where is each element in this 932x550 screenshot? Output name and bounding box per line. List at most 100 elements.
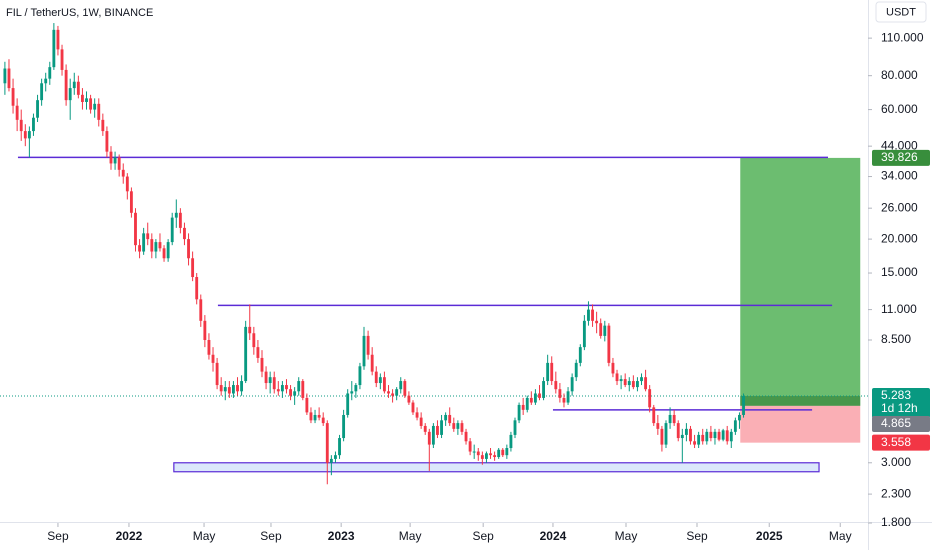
candle-body (382, 377, 386, 392)
y-tick-label: 15.000 (881, 265, 918, 279)
candle-body (97, 103, 101, 120)
candle-body (89, 98, 93, 110)
candle-body (81, 94, 84, 102)
candle-body (529, 397, 533, 403)
y-tick-label: 20.000 (881, 231, 918, 245)
candle-body (738, 414, 741, 421)
candle-body (448, 414, 452, 424)
candle-body (733, 420, 737, 432)
candle-body (636, 381, 639, 388)
currency-box (875, 1, 927, 23)
x-tick-label: 2022 (116, 529, 143, 543)
candle-body (52, 29, 56, 68)
target-label-box (872, 149, 930, 166)
candle-body (68, 88, 72, 101)
chart-title: FIL / TetherUS, 1W, BINANCE (6, 7, 153, 19)
y-tick-label: 3.000 (881, 455, 911, 469)
candle-body (305, 397, 309, 413)
candle-body (19, 119, 23, 132)
candle-body (668, 414, 672, 424)
candle-body (533, 393, 537, 403)
candle-body (578, 347, 582, 363)
x-tick-label: May (829, 529, 852, 543)
candle-body (509, 434, 513, 449)
candle-body (325, 423, 329, 463)
candle-body (427, 431, 431, 445)
candle-body (44, 78, 48, 84)
candle-body (219, 385, 223, 392)
x-tick-label: Sep (260, 529, 282, 543)
candle-body (64, 69, 68, 101)
candle-body (493, 455, 497, 458)
candle-body (317, 414, 321, 418)
x-tick-label: May (615, 529, 638, 543)
candle-body (644, 377, 648, 390)
candle-body (227, 387, 231, 394)
candle-body (187, 239, 190, 259)
candle-body (170, 217, 174, 243)
x-tick-label: May (399, 529, 422, 543)
stop-label-box (872, 434, 930, 451)
loss-zone (740, 405, 861, 443)
candle-body (280, 385, 284, 392)
candle-body (513, 420, 517, 435)
candle-body (244, 326, 248, 382)
candle-body (231, 385, 235, 394)
candle-body (346, 393, 350, 415)
candle-body (36, 100, 39, 118)
candle-body (546, 362, 550, 382)
candle-body (399, 381, 403, 390)
candle-body (623, 379, 627, 386)
candle-body (742, 396, 745, 415)
candle-body (689, 428, 692, 442)
candle-body (378, 377, 382, 384)
target-label: 39.826 (881, 150, 918, 164)
candle-body (76, 81, 80, 95)
candle-body (174, 212, 178, 218)
candle-body (309, 412, 313, 421)
y-tick-label: 1.800 (881, 515, 911, 529)
candle-body (566, 391, 570, 403)
candle-body (285, 385, 288, 390)
support-zone (173, 462, 820, 473)
candle-body (109, 151, 113, 164)
candle-body (134, 212, 137, 246)
x-tick-label: Sep (47, 529, 69, 543)
candle-body (129, 191, 133, 213)
candle-body (611, 362, 615, 374)
candle-body (574, 362, 578, 378)
candle-body (362, 335, 366, 367)
x-tick-label: 2023 (328, 529, 355, 543)
candle-body (542, 381, 545, 398)
x-tick-label: Sep (686, 529, 708, 543)
candle-body (236, 385, 239, 392)
candle-body (485, 453, 488, 459)
candle-body (264, 371, 268, 384)
candle-body (619, 379, 623, 382)
candle-body (358, 366, 362, 386)
candle-body (223, 387, 227, 392)
candle-body (272, 377, 276, 390)
open-profit (740, 396, 861, 406)
candle-body (660, 428, 664, 445)
candle-body (713, 431, 717, 439)
candle-body (419, 417, 423, 426)
candle-body (570, 377, 574, 392)
y-tick-label: 60.000 (881, 102, 918, 116)
candle-body (370, 354, 374, 372)
candle-body (709, 431, 713, 439)
candle-body (501, 449, 505, 456)
candle-body (664, 423, 668, 445)
candle-body (631, 381, 635, 388)
candle-body (440, 420, 443, 435)
candle-body (203, 320, 207, 340)
candle-body (554, 381, 558, 390)
x-tick-label: May (193, 529, 216, 543)
candle-body (121, 169, 125, 177)
y-tick-label: 2.300 (881, 486, 911, 500)
candle-body (40, 83, 44, 101)
candle-body (289, 389, 292, 396)
candle-body (721, 430, 725, 440)
candle-body (72, 81, 76, 89)
candle-body (652, 407, 656, 424)
